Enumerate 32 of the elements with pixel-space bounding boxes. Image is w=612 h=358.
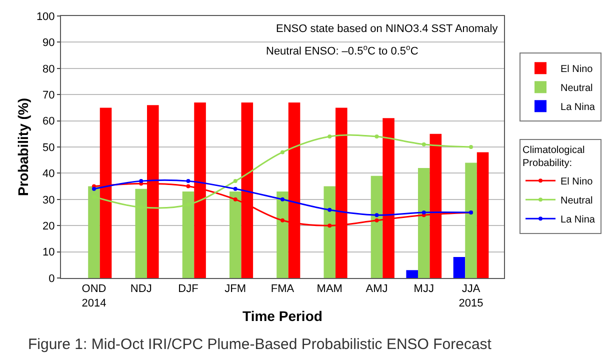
y-tick-label: 90 <box>42 37 55 50</box>
x-tick-label: FMA <box>270 283 295 296</box>
x-tick-label: MJJ <box>414 283 434 296</box>
legend-label: El Nino <box>560 176 594 188</box>
annotation: Neutral ENSO: –0.5$^{o}$C to 0.5$^{o}$C <box>266 43 418 58</box>
y-tick-label: 100 <box>36 10 55 23</box>
y-tick-label: 60 <box>42 116 55 128</box>
legend-label: La Nina <box>560 214 596 226</box>
legend-title: Climatological Probability: <box>522 145 585 170</box>
y-axis-title: Probability (%) <box>15 98 32 196</box>
x-tick-label: AMJ <box>366 283 388 296</box>
y-tick-label: 30 <box>42 194 55 206</box>
x-tick-label: MAM <box>316 283 342 296</box>
legend-label: Neutral <box>560 83 593 94</box>
annotation: ENSO state based on NINO3.4 SST Anomaly <box>276 23 498 35</box>
y-tick-label: 70 <box>42 89 55 102</box>
y-tick-label: 80 <box>42 63 55 76</box>
x-axis-title: Time Period <box>242 308 322 324</box>
x-tick-label: NDJ <box>130 283 152 296</box>
y-tick-label: 20 <box>42 220 55 232</box>
y-tick-label: 50 <box>42 142 55 154</box>
x-tick-label: OND 2014 <box>82 283 106 310</box>
caption: Figure 1: Mid-Oct IRI/CPC Plume-Based Probabilistic ENSO Forecast <box>28 336 492 353</box>
y-tick-label: 40 <box>42 168 55 180</box>
y-tick-label: 0 <box>48 272 55 285</box>
legend-label: Neutral <box>560 196 593 207</box>
legend-label: La Nina <box>560 102 596 114</box>
x-tick-label: JFM <box>224 283 246 296</box>
legend-label: El Nino <box>560 64 594 76</box>
x-tick-label: DJF <box>178 283 199 296</box>
y-tick-label: 10 <box>42 246 55 259</box>
x-tick-label: JJA 2015 <box>458 283 484 310</box>
